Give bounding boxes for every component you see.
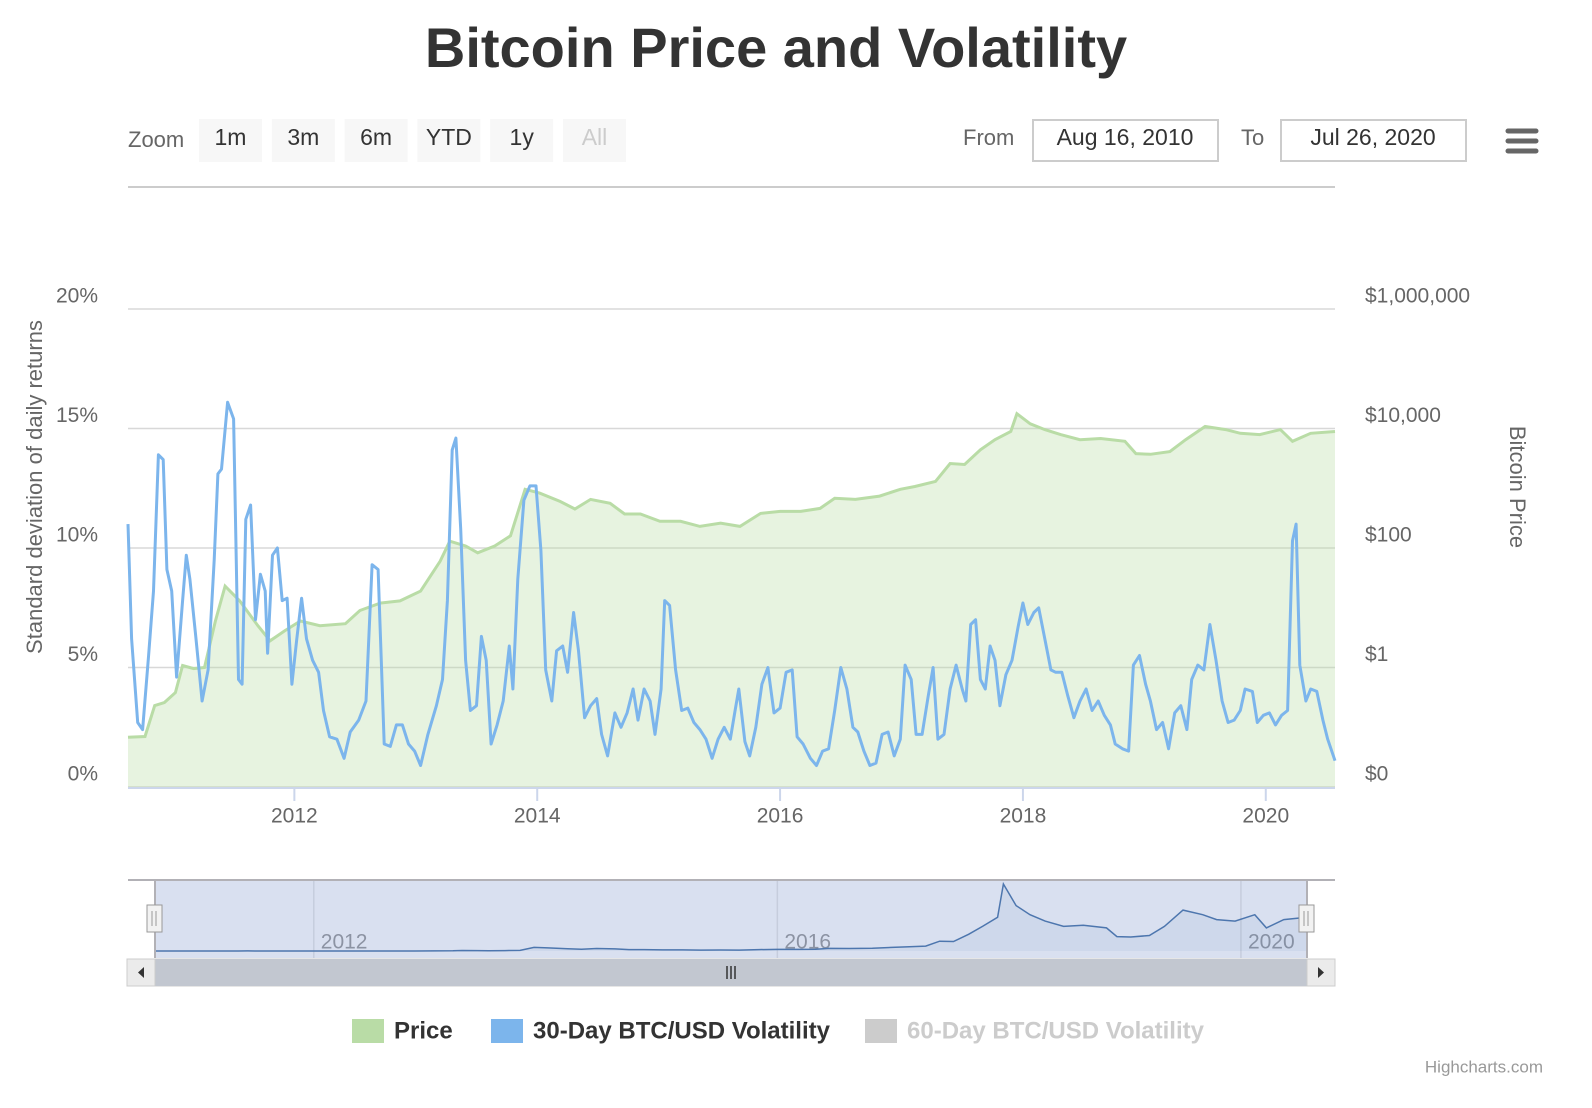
y-axis-title: Standard deviation of daily returns (22, 320, 47, 654)
zoom-button (563, 119, 626, 162)
from-value[interactable]: Aug 16, 2010 (1057, 124, 1194, 150)
zoom-button-label[interactable]: 1m (215, 124, 247, 150)
zoom-button[interactable] (417, 119, 481, 162)
scrollbar-grip (726, 966, 736, 979)
y-tick-label: 10% (56, 524, 98, 547)
navigator-tick-label: 2020 (1248, 931, 1295, 954)
chart-title: Bitcoin Price and Volatility (425, 16, 1127, 79)
volatility-line (126, 400, 1337, 767)
navigator-controls[interactable] (126, 879, 1336, 987)
navigator-tick-label: 2012 (321, 931, 368, 954)
area-fill (128, 413, 1335, 787)
x-tick-label: 2020 (1242, 805, 1289, 828)
menu-button[interactable] (1505, 128, 1539, 154)
handle-grip (151, 911, 157, 926)
navigator-bg (128, 880, 1335, 958)
zoom-buttons: 1m 3m 6m YTD 1y All (199, 119, 626, 162)
y2-tick-label: $1,000,000 (1365, 285, 1470, 308)
zoom-button-label[interactable]: 3m (287, 124, 319, 150)
to-label: To (1241, 125, 1264, 150)
y2-tick-label: $100 (1365, 524, 1412, 547)
legend-label[interactable]: 60-Day BTC/USD Volatility (907, 1017, 1205, 1044)
navigator-handle[interactable] (1298, 904, 1315, 933)
to-value[interactable]: Jul 26, 2020 (1310, 124, 1435, 150)
zoom-button-label[interactable]: YTD (426, 124, 472, 150)
arrow (1318, 967, 1324, 978)
from-label: From (963, 125, 1014, 150)
zoom-button-label[interactable]: 6m (360, 124, 392, 150)
y2-tick-label: $0 (1365, 763, 1388, 786)
legend: Price 30-Day BTC/USD Volatility 60-Day BTC… (352, 1017, 1205, 1044)
credits[interactable]: Highcharts.com (1425, 1057, 1543, 1076)
y2-tick-label: $10,000 (1365, 404, 1441, 427)
legend-symbol[interactable] (352, 1019, 384, 1043)
y-tick-label: 5% (68, 643, 98, 666)
area-line (127, 411, 1336, 739)
arrow (138, 967, 144, 978)
zoom-button[interactable] (199, 119, 262, 162)
y-tick-label: 0% (68, 763, 98, 786)
zoom-button[interactable] (344, 119, 408, 162)
legend-symbol[interactable] (491, 1019, 523, 1043)
plot-area: 0% 5% 10% 15% 20% $0 $1 $100 $10,000 $1,000,000 20… (56, 285, 1470, 828)
x-tick-label: 2012 (271, 805, 318, 828)
zoom-button-label: All (582, 124, 608, 150)
x-tick-label: 2018 (1000, 805, 1047, 828)
zoom-button[interactable] (490, 119, 554, 162)
zoom-button[interactable] (271, 119, 335, 162)
legend-label[interactable]: Price (394, 1017, 453, 1044)
zoom-label: Zoom (128, 127, 184, 152)
handle-grip (1303, 911, 1309, 926)
y-tick-label: 15% (56, 404, 98, 427)
navigator-line (155, 881, 1308, 952)
navigator-tick-label: 2016 (784, 931, 831, 954)
y-tick-label: 20% (56, 285, 98, 308)
navigator-area (155, 884, 1307, 951)
zoom-button-label[interactable]: 1y (510, 124, 535, 150)
legend-label[interactable]: 30-Day BTC/USD Volatility (533, 1017, 831, 1044)
y2-axis-title: Bitcoin Price (1505, 426, 1530, 548)
legend-symbol[interactable] (865, 1019, 897, 1043)
from-input[interactable] (1032, 119, 1219, 162)
to-input[interactable] (1280, 119, 1467, 162)
y2-tick-label: $1 (1365, 643, 1388, 666)
navigator-handle[interactable] (146, 904, 163, 933)
x-tick-label: 2014 (514, 805, 561, 828)
navigator-mask[interactable] (155, 880, 1307, 958)
x-tick-label: 2016 (757, 805, 804, 828)
navigator[interactable]: 2012 2016 2020 (128, 880, 1335, 958)
